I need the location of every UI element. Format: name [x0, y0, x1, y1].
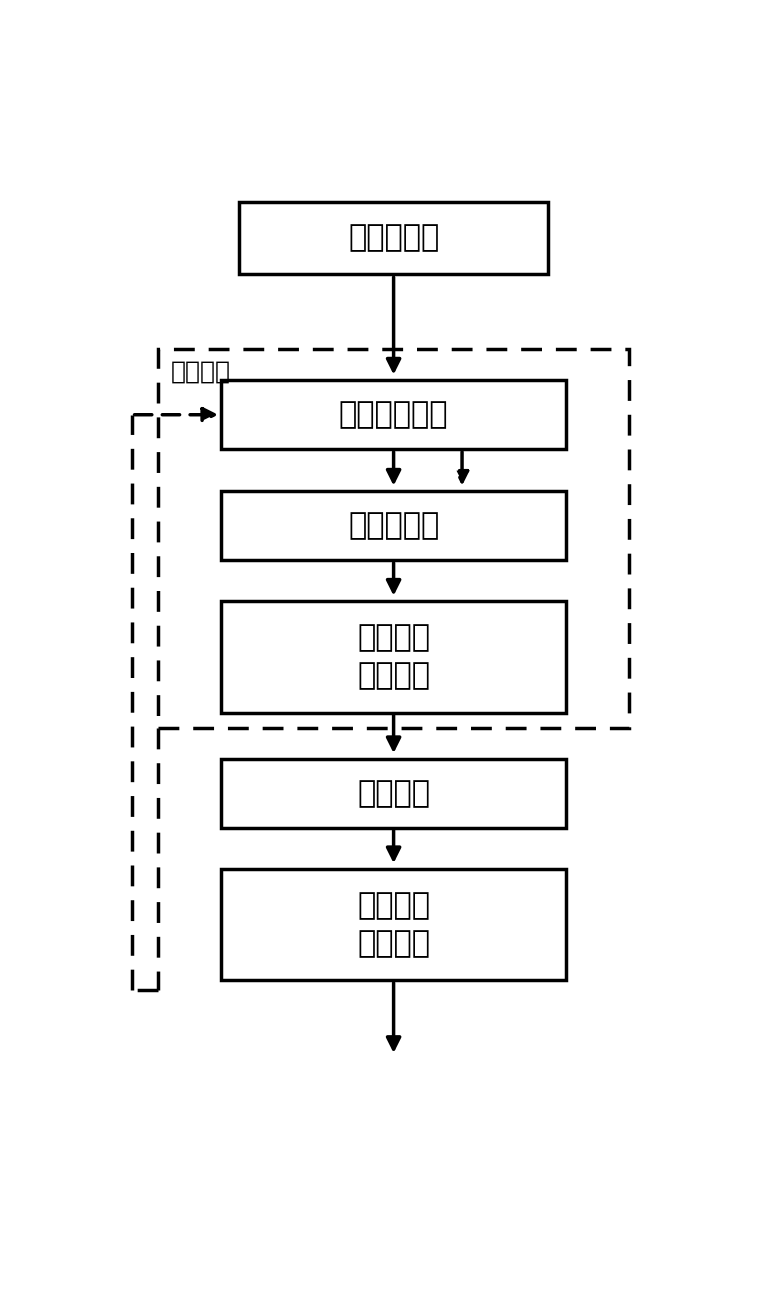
Bar [239, 202, 548, 274]
Text: 霍尔传感器: 霍尔传感器 [348, 224, 439, 253]
Bar [221, 602, 566, 713]
Text: 中央处理器: 中央处理器 [348, 511, 439, 540]
Bar [221, 759, 566, 827]
Bar [221, 492, 566, 560]
Text: 滤波模块: 滤波模块 [357, 779, 430, 808]
Text: 微控制器: 微控制器 [170, 359, 230, 383]
Bar [221, 380, 566, 450]
Text: 脉宽调制
输出模块: 脉宽调制 输出模块 [357, 624, 430, 691]
Text: 模数转换模块: 模数转换模块 [339, 400, 449, 429]
Bar [158, 349, 629, 728]
Text: 阻抗变换
输出模块: 阻抗变换 输出模块 [357, 891, 430, 958]
Bar [221, 869, 566, 981]
